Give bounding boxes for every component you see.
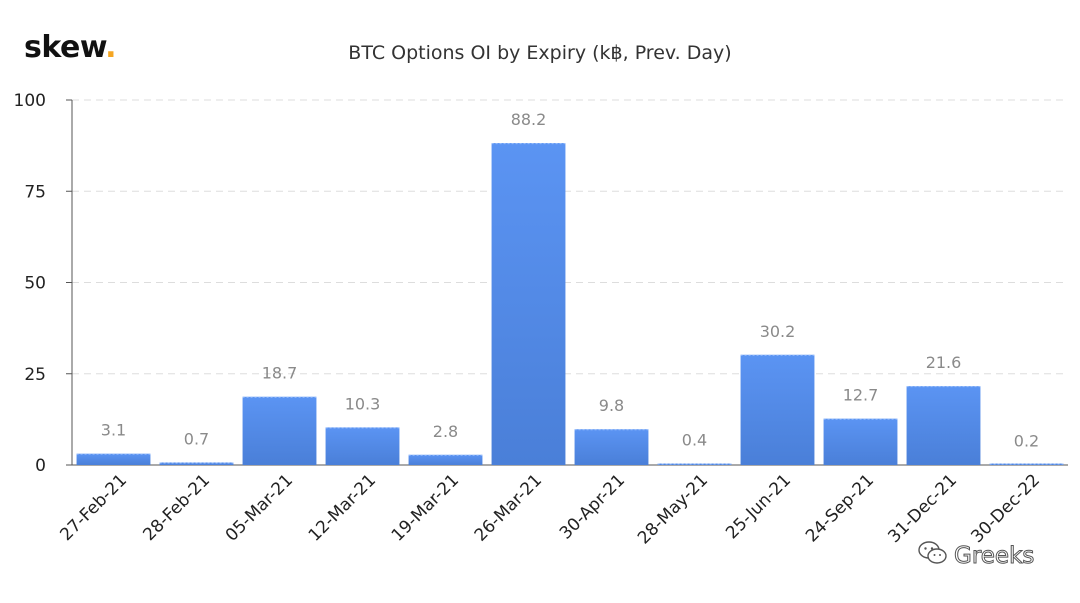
x-tick-labels: 27-Feb-21 28-Feb-21 05-Mar-21 12-Mar-21 19-M…	[56, 470, 1044, 548]
y-tick-label: 25	[24, 365, 46, 385]
y-tick-labels: 0 25 50 75 100	[14, 91, 46, 476]
skew-logo: skew.	[24, 30, 117, 65]
data-label: 12.7	[843, 386, 879, 405]
data-label: 0.7	[184, 429, 209, 448]
data-label: 88.2	[511, 110, 547, 129]
data-label: 21.6	[926, 353, 962, 372]
data-label: 18.7	[262, 364, 298, 383]
bar-28-feb-21	[159, 462, 234, 465]
x-tick-label: 30-Apr-21	[556, 470, 629, 543]
x-tick-label: 26-Mar-21	[471, 470, 546, 545]
x-tick-label: 24-Sep-21	[802, 470, 878, 546]
x-tick-label: 30-Dec-22	[967, 470, 1044, 547]
data-label: 10.3	[345, 394, 381, 413]
bar-12-mar-21	[325, 427, 400, 465]
bar-26-mar-21	[491, 143, 566, 465]
x-tick-label: 31-Dec-21	[884, 470, 961, 547]
y-tick-label: 50	[24, 274, 46, 294]
y-tick-label: 0	[35, 456, 46, 476]
x-tick-label: 12-Mar-21	[305, 470, 380, 545]
data-label: 2.8	[433, 422, 458, 441]
watermark-text: Greeks	[953, 543, 1035, 570]
y-tick-label: 75	[24, 182, 46, 202]
bar-05-mar-21	[242, 396, 317, 465]
bar-31-dec-21	[906, 386, 981, 465]
grid-lines	[72, 99, 1068, 375]
data-labels: 3.1 0.7 18.7 10.3 2.8 88.2 9.8 0.4 30.2 12.7 21.6 0…	[101, 110, 1039, 450]
watermark: Greeks	[918, 540, 1035, 572]
bar-24-sep-21	[823, 418, 898, 465]
data-label: 0.4	[682, 431, 707, 450]
x-tick-label: 25-Jun-21	[722, 470, 795, 543]
bar-19-mar-21	[408, 454, 483, 465]
bar-30-apr-21	[574, 429, 649, 465]
data-label: 30.2	[760, 322, 796, 341]
wechat-icon	[918, 540, 948, 572]
y-tick-label: 100	[14, 91, 46, 111]
logo-text: skew	[24, 30, 106, 65]
bars	[76, 143, 1064, 465]
bar-25-jun-21	[740, 354, 815, 465]
bar-27-feb-21	[76, 453, 151, 465]
axes	[66, 99, 1068, 466]
logo-dot: .	[105, 30, 117, 65]
data-label: 3.1	[101, 421, 126, 440]
data-label: 9.8	[599, 396, 624, 415]
x-tick-label: 27-Feb-21	[56, 470, 131, 545]
x-tick-label: 28-Feb-21	[139, 470, 214, 545]
x-tick-label: 28-May-21	[634, 470, 712, 548]
x-tick-label: 19-Mar-21	[388, 470, 463, 545]
x-tick-label: 05-Mar-21	[222, 470, 297, 545]
chart-title: BTC Options OI by Expiry (k฿, Prev. Day)	[348, 42, 732, 64]
data-label: 0.2	[1014, 431, 1039, 450]
